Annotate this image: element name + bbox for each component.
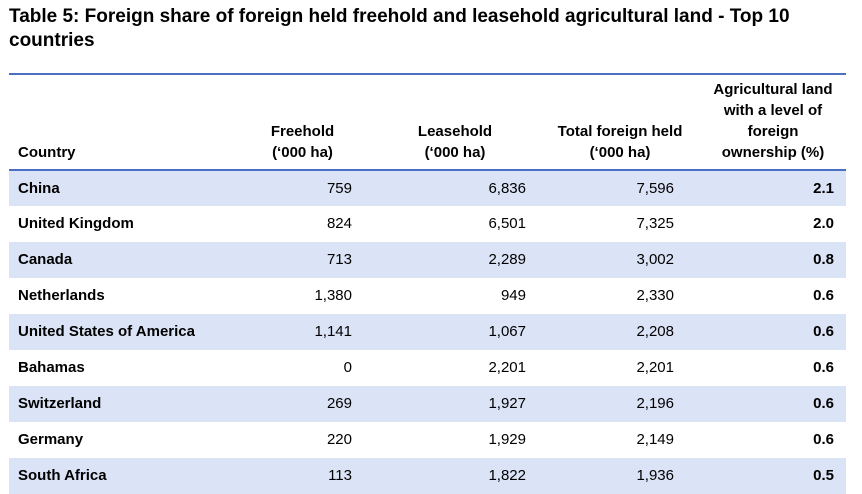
header-freehold-line1: Freehold [270, 123, 335, 140]
cell-country: Bahamas [9, 350, 235, 386]
table-body: China 759 6,836 7,596 2.1 United Kingdom… [9, 170, 846, 494]
cell-leasehold: 6,836 [370, 170, 540, 206]
cell-country: South Africa [9, 458, 235, 494]
cell-pct: 0.6 [700, 278, 846, 314]
cell-total: 2,208 [540, 314, 700, 350]
header-pct-line4: ownership (%) [721, 144, 825, 161]
header-pct-line1: Agricultural land [713, 81, 833, 98]
table-row: Germany 220 1,929 2,149 0.6 [9, 422, 846, 458]
cell-leasehold: 949 [370, 278, 540, 314]
cell-pct: 0.8 [700, 242, 846, 278]
cell-country: United States of America [9, 314, 235, 350]
cell-freehold: 824 [235, 206, 370, 242]
header-leasehold-line1: Leasehold [417, 123, 493, 140]
cell-total: 7,596 [540, 170, 700, 206]
cell-country: Germany [9, 422, 235, 458]
header-country: Country [9, 75, 235, 170]
cell-country: Netherlands [9, 278, 235, 314]
header-pct-line3: foreign [747, 123, 799, 140]
cell-total: 2,149 [540, 422, 700, 458]
cell-country: United Kingdom [9, 206, 235, 242]
table-row: Switzerland 269 1,927 2,196 0.6 [9, 386, 846, 422]
cell-total: 1,936 [540, 458, 700, 494]
cell-leasehold: 2,289 [370, 242, 540, 278]
cell-pct: 0.5 [700, 458, 846, 494]
header-leasehold: Leasehold (‘000 ha) [370, 75, 540, 170]
table-row: China 759 6,836 7,596 2.1 [9, 170, 846, 206]
cell-leasehold: 1,067 [370, 314, 540, 350]
cell-freehold: 113 [235, 458, 370, 494]
cell-leasehold: 1,927 [370, 386, 540, 422]
table-row: United States of America 1,141 1,067 2,2… [9, 314, 846, 350]
cell-leasehold: 2,201 [370, 350, 540, 386]
cell-country: China [9, 170, 235, 206]
header-total: Total foreign held (‘000 ha) [540, 75, 700, 170]
table-row: Bahamas 0 2,201 2,201 0.6 [9, 350, 846, 386]
cell-pct: 0.6 [700, 314, 846, 350]
cell-pct: 0.6 [700, 386, 846, 422]
header-pct-line2: with a level of [723, 102, 823, 119]
cell-freehold: 0 [235, 350, 370, 386]
data-table-container: Country Freehold (‘000 ha) Leasehold (‘0… [9, 73, 846, 494]
cell-country: Switzerland [9, 386, 235, 422]
header-total-line1: Total foreign held [557, 123, 683, 140]
cell-freehold: 269 [235, 386, 370, 422]
table-top-rule [9, 73, 846, 75]
cell-freehold: 1,380 [235, 278, 370, 314]
foreign-land-table: Country Freehold (‘000 ha) Leasehold (‘0… [9, 75, 846, 494]
cell-leasehold: 1,822 [370, 458, 540, 494]
table-row: South Africa 113 1,822 1,936 0.5 [9, 458, 846, 494]
table-row: United Kingdom 824 6,501 7,325 2.0 [9, 206, 846, 242]
cell-total: 2,196 [540, 386, 700, 422]
table-row: Canada 713 2,289 3,002 0.8 [9, 242, 846, 278]
cell-pct: 2.0 [700, 206, 846, 242]
cell-freehold: 220 [235, 422, 370, 458]
cell-country: Canada [9, 242, 235, 278]
cell-total: 2,201 [540, 350, 700, 386]
cell-freehold: 1,141 [235, 314, 370, 350]
header-pct: Agricultural land with a level of foreig… [700, 75, 846, 170]
table-title: Table 5: Foreign share of foreign held f… [9, 6, 790, 51]
cell-pct: 0.6 [700, 422, 846, 458]
cell-freehold: 759 [235, 170, 370, 206]
cell-total: 7,325 [540, 206, 700, 242]
cell-total: 2,330 [540, 278, 700, 314]
cell-freehold: 713 [235, 242, 370, 278]
cell-total: 3,002 [540, 242, 700, 278]
header-total-line2: (‘000 ha) [589, 144, 651, 161]
cell-leasehold: 6,501 [370, 206, 540, 242]
cell-pct: 2.1 [700, 170, 846, 206]
header-country-label: Country [18, 144, 76, 161]
table-row: Netherlands 1,380 949 2,330 0.6 [9, 278, 846, 314]
header-leasehold-line2: (‘000 ha) [424, 144, 486, 161]
header-freehold-line2: (‘000 ha) [272, 144, 333, 161]
table-header: Country Freehold (‘000 ha) Leasehold (‘0… [9, 75, 846, 170]
cell-pct: 0.6 [700, 350, 846, 386]
header-freehold: Freehold (‘000 ha) [235, 75, 370, 170]
cell-leasehold: 1,929 [370, 422, 540, 458]
header-row: Country Freehold (‘000 ha) Leasehold (‘0… [9, 75, 846, 170]
